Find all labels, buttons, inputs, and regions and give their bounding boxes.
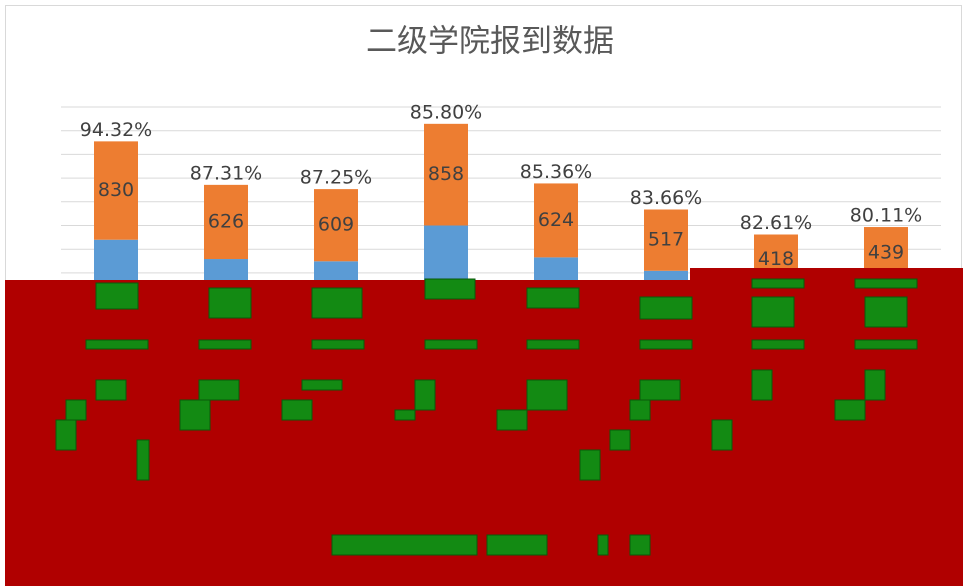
rate-label: 85.80% [410, 101, 482, 123]
bar-segment [644, 209, 688, 271]
data-label: 609 [318, 214, 354, 236]
rate-label: 83.66% [630, 187, 702, 209]
glitch-marks [55, 278, 918, 556]
bar-segment [204, 184, 248, 260]
rate-label: 87.25% [300, 167, 372, 189]
rate-label: 82.61% [740, 212, 812, 234]
data-label: 418 [758, 248, 794, 270]
data-label: 517 [648, 229, 684, 251]
data-label: 626 [208, 210, 244, 232]
rate-label: 85.36% [520, 161, 592, 183]
data-label: 439 [868, 242, 904, 264]
bar-segment [424, 123, 468, 226]
rate-label: 80.11% [850, 205, 922, 227]
bar-segment [94, 141, 138, 240]
data-label: 858 [428, 163, 464, 185]
data-label: 830 [98, 179, 134, 201]
bar-segment [534, 183, 578, 258]
rate-label: 87.31% [190, 162, 262, 184]
obscuring-block [690, 268, 963, 281]
rate-label: 94.32% [80, 119, 152, 141]
chart-title: 二级学院报到数据 [366, 24, 614, 60]
bar-segment [314, 189, 358, 262]
obscuring-block [5, 280, 963, 586]
overlay [5, 268, 963, 586]
data-label: 624 [538, 209, 574, 231]
